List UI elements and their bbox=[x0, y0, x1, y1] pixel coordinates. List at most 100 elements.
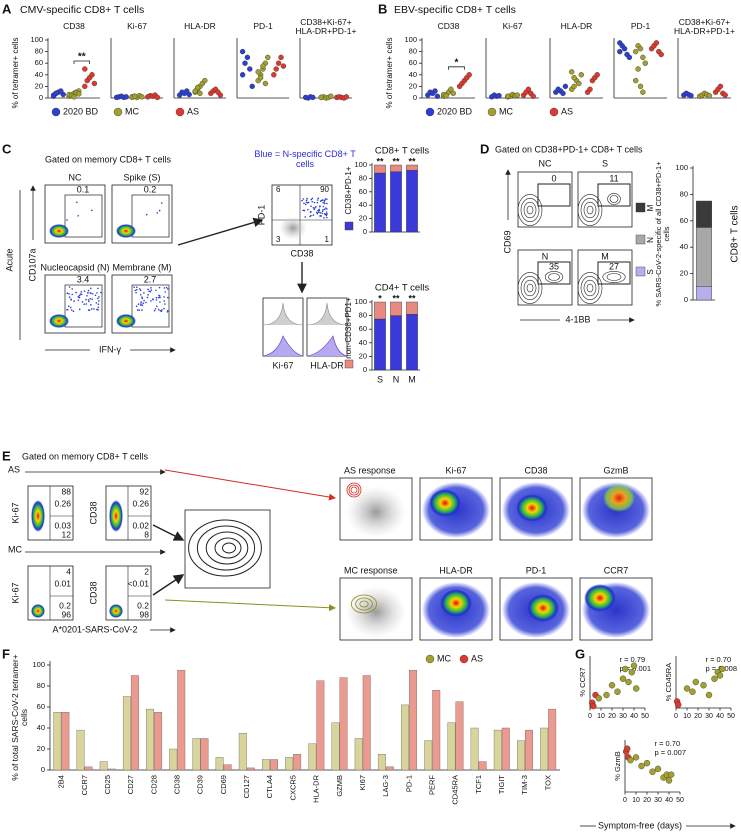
event bbox=[148, 290, 150, 292]
legend-swatch bbox=[635, 266, 646, 277]
event bbox=[91, 298, 93, 301]
dot bbox=[622, 665, 629, 673]
event bbox=[320, 215, 322, 217]
event bbox=[78, 296, 81, 299]
bar-segment bbox=[406, 170, 418, 233]
chart-title: EBV-specific CD8+ T cells bbox=[394, 4, 516, 16]
population bbox=[584, 584, 616, 612]
dot bbox=[60, 91, 66, 98]
dot bbox=[82, 66, 88, 72]
dot bbox=[658, 51, 664, 58]
event bbox=[309, 215, 311, 218]
y-axis-label: % CD45RA bbox=[664, 663, 673, 701]
y-tick-label: 100 bbox=[30, 35, 43, 44]
subplot-title: HLA-DR bbox=[560, 21, 593, 32]
legend-marker bbox=[113, 107, 123, 117]
frame bbox=[517, 249, 573, 306]
x-tick-label: PERF bbox=[427, 775, 436, 795]
bar bbox=[501, 727, 510, 771]
bar bbox=[432, 690, 441, 771]
bar bbox=[223, 764, 232, 771]
legend-label: M bbox=[646, 204, 655, 211]
event bbox=[305, 201, 308, 204]
contour bbox=[222, 542, 236, 554]
arrow bbox=[152, 524, 185, 541]
row-label: AS bbox=[8, 464, 20, 474]
bar bbox=[262, 759, 270, 771]
dot bbox=[271, 72, 277, 78]
event bbox=[67, 305, 70, 308]
dot bbox=[688, 92, 694, 99]
dot bbox=[665, 777, 673, 784]
frame bbox=[419, 477, 493, 541]
event bbox=[166, 296, 169, 299]
dot bbox=[705, 691, 713, 699]
histogram-label: Ki-67 bbox=[272, 360, 293, 370]
y-tick-label: 40 bbox=[680, 242, 688, 251]
subplot-title: Ki-67 bbox=[502, 21, 523, 32]
subplot-title: HLA-DR bbox=[560, 21, 593, 32]
x-tick-label: CD45RA bbox=[451, 775, 460, 805]
x-tick-label: LAG-3 bbox=[381, 775, 390, 797]
bar-segment bbox=[374, 172, 386, 233]
significance-bracket bbox=[73, 60, 90, 64]
bar bbox=[246, 767, 255, 771]
contour bbox=[359, 600, 369, 608]
event bbox=[87, 289, 90, 292]
dot bbox=[275, 60, 282, 66]
significance-bracket bbox=[448, 66, 465, 70]
dot bbox=[280, 63, 287, 69]
x-axis-label: Symptom-free (days) bbox=[598, 820, 682, 830]
dot bbox=[186, 91, 192, 98]
legend-label: CD38+PD-1+ bbox=[344, 166, 353, 214]
quad-title: Blue = N-specific CD8+ T cells bbox=[254, 149, 355, 169]
dot bbox=[194, 84, 201, 91]
gate-value: 12 bbox=[62, 529, 72, 539]
y-axis-label: PD-1 bbox=[256, 205, 266, 226]
population bbox=[603, 484, 635, 512]
event bbox=[138, 288, 141, 290]
panel-letter: G bbox=[575, 646, 585, 661]
bar bbox=[107, 768, 116, 771]
bar bbox=[424, 740, 433, 771]
event bbox=[139, 293, 142, 296]
quadrant-value: 6 bbox=[276, 185, 281, 194]
event bbox=[141, 297, 144, 300]
event bbox=[313, 201, 316, 204]
dot bbox=[692, 678, 699, 686]
gate-value: 0.1 bbox=[77, 184, 90, 194]
population bbox=[109, 500, 123, 532]
tsne-title: MC response bbox=[344, 565, 398, 575]
event bbox=[319, 200, 322, 202]
event bbox=[303, 209, 306, 212]
event bbox=[69, 306, 72, 309]
population bbox=[49, 224, 69, 238]
y-axis-label: CD38 bbox=[88, 501, 98, 524]
dot bbox=[706, 92, 712, 99]
arrow bbox=[152, 574, 185, 596]
dot bbox=[496, 92, 502, 99]
bar-segment bbox=[374, 164, 386, 174]
bar bbox=[84, 766, 93, 771]
bar-segment bbox=[374, 318, 386, 371]
event bbox=[303, 202, 305, 205]
significance: ** bbox=[408, 293, 416, 303]
bar bbox=[548, 708, 557, 771]
dot bbox=[53, 90, 59, 97]
event bbox=[143, 299, 145, 302]
x-tick-label: CD69 bbox=[219, 775, 228, 794]
x-tick-label: CD127 bbox=[242, 775, 251, 798]
bar bbox=[238, 733, 247, 771]
event bbox=[163, 300, 165, 302]
event bbox=[73, 300, 75, 302]
event bbox=[147, 294, 149, 296]
quadrant-value: 90 bbox=[320, 185, 329, 194]
dot bbox=[310, 94, 316, 101]
event bbox=[316, 199, 319, 201]
frame bbox=[44, 184, 106, 244]
gate-value: 35 bbox=[549, 261, 559, 271]
event bbox=[318, 209, 321, 212]
dot bbox=[434, 93, 441, 99]
gate-value: 3.4 bbox=[77, 274, 90, 284]
dot bbox=[594, 72, 600, 78]
